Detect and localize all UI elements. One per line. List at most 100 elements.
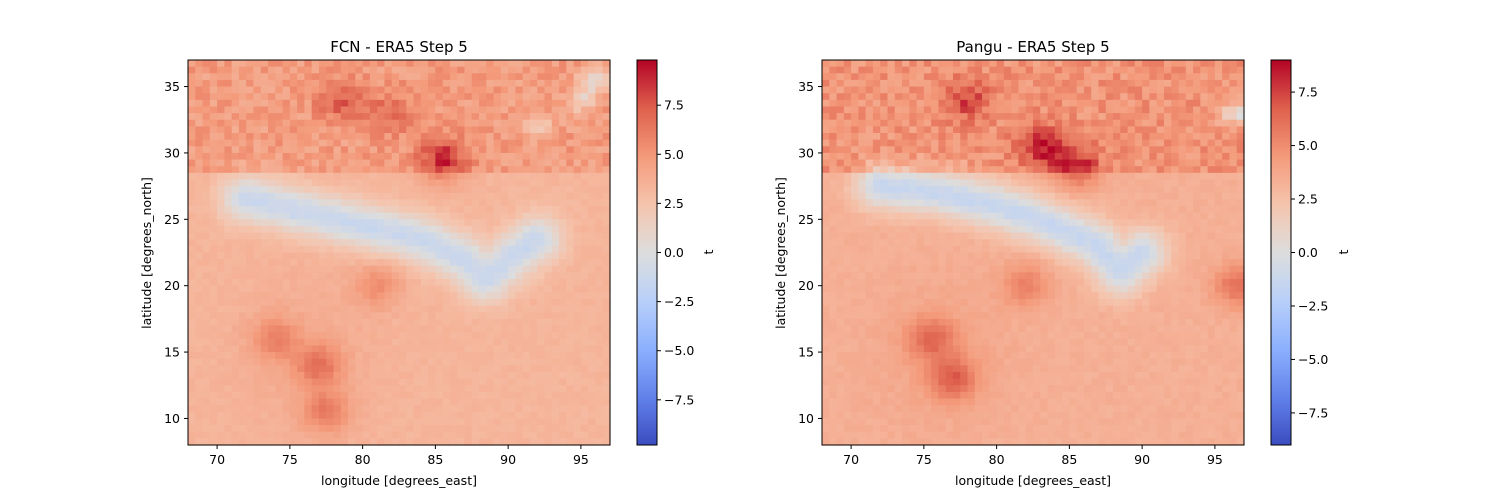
heatmap-cell	[945, 371, 954, 380]
heatmap-cell	[887, 199, 896, 207]
heatmap-cell	[406, 146, 415, 154]
heatmap-cell	[851, 66, 859, 74]
heatmap-cell	[836, 259, 845, 267]
heatmap-cell	[253, 352, 262, 360]
heatmap-cell	[573, 66, 582, 74]
heatmap-cell	[515, 292, 524, 300]
heatmap-cell	[938, 391, 947, 400]
heatmap-cell	[486, 66, 495, 74]
heatmap-cell	[872, 265, 881, 274]
heatmap-cell	[894, 438, 903, 446]
heatmap-cell	[602, 113, 611, 121]
heatmap-cell	[588, 418, 597, 426]
heatmap-cell	[449, 312, 458, 320]
heatmap-cell	[260, 338, 269, 347]
heatmap-cell	[551, 206, 560, 214]
heatmap-cell	[268, 425, 276, 433]
heatmap-cell	[231, 312, 240, 320]
heatmap-cell	[843, 79, 852, 88]
heatmap-cell	[836, 79, 845, 88]
heatmap-cell	[515, 325, 524, 333]
heatmap-cell	[413, 279, 422, 287]
heatmap-cell	[829, 245, 838, 254]
heatmap-cell	[377, 259, 386, 267]
heatmap-cell	[566, 133, 575, 141]
heatmap-cell	[967, 411, 976, 420]
heatmap-cell	[253, 93, 262, 101]
heatmap-cell	[348, 285, 356, 293]
heatmap-cell	[945, 232, 954, 240]
heatmap-cell	[209, 338, 218, 347]
heatmap-cell	[202, 425, 211, 433]
heatmap-cell	[486, 126, 495, 134]
heatmap-cell	[464, 405, 473, 413]
heatmap-cell	[413, 79, 422, 88]
heatmap-cell	[829, 431, 838, 439]
heatmap-cell	[858, 152, 867, 161]
heatmap-cell	[289, 219, 298, 227]
heatmap-cell	[399, 292, 407, 300]
heatmap-cell	[529, 66, 538, 74]
heatmap-cell	[566, 60, 575, 68]
heatmap-cell	[457, 126, 466, 134]
heatmap-cell	[865, 298, 874, 307]
heatmap-cell	[865, 265, 874, 274]
heatmap-cell	[945, 146, 954, 154]
heatmap-cell	[464, 298, 473, 307]
heatmap-cell	[829, 358, 838, 366]
heatmap-cell	[887, 152, 896, 161]
heatmap-cell	[996, 411, 1005, 420]
heatmap-cell	[340, 146, 349, 154]
heatmap-cell	[413, 285, 422, 293]
heatmap-cell	[851, 438, 859, 446]
heatmap-cell	[872, 106, 881, 114]
heatmap-cell	[420, 146, 429, 154]
heatmap-cell	[355, 259, 364, 267]
heatmap-cell	[967, 265, 976, 274]
heatmap-cell	[224, 119, 233, 127]
heatmap-cell	[326, 232, 335, 240]
heatmap-cell	[822, 279, 830, 287]
heatmap-cell	[967, 358, 976, 366]
heatmap-cell	[231, 66, 240, 74]
heatmap-cell	[413, 179, 422, 187]
heatmap-cell	[902, 279, 910, 287]
heatmap-cell	[952, 192, 961, 200]
heatmap-cell	[1003, 119, 1012, 127]
heatmap-cell	[923, 252, 932, 260]
heatmap-cell	[442, 385, 451, 393]
heatmap-cell	[238, 66, 247, 74]
heatmap-cell	[508, 106, 517, 114]
heatmap-cell	[1011, 86, 1020, 94]
heatmap-cell	[580, 338, 589, 347]
heatmap-cell	[355, 152, 364, 161]
heatmap-cell	[931, 106, 940, 114]
heatmap-cell	[580, 272, 589, 280]
heatmap-cell	[420, 318, 429, 327]
heatmap-cell	[580, 292, 589, 300]
heatmap-cell	[493, 106, 502, 114]
heatmap-cell	[522, 411, 531, 420]
heatmap-cell	[851, 79, 859, 88]
heatmap-cell	[909, 159, 918, 167]
heatmap-cell	[595, 378, 604, 386]
heatmap-cell	[413, 60, 422, 68]
heatmap-cell	[960, 133, 969, 141]
heatmap-cell	[195, 126, 204, 134]
heatmap-cell	[982, 312, 990, 320]
heatmap-cell	[217, 113, 225, 121]
heatmap-cell	[348, 73, 356, 81]
heatmap-cell	[938, 252, 947, 260]
heatmap-cell	[304, 391, 313, 400]
heatmap-cell	[202, 385, 211, 393]
heatmap-cell	[588, 192, 597, 200]
heatmap-cell	[529, 60, 538, 68]
heatmap-cell	[974, 312, 983, 320]
heatmap-cell	[887, 106, 896, 114]
heatmap-cell	[500, 146, 509, 154]
heatmap-cell	[486, 252, 495, 260]
heatmap-cell	[355, 172, 364, 181]
heatmap-cell	[960, 106, 969, 114]
heatmap-cell	[420, 292, 429, 300]
heatmap-cell	[544, 245, 553, 254]
